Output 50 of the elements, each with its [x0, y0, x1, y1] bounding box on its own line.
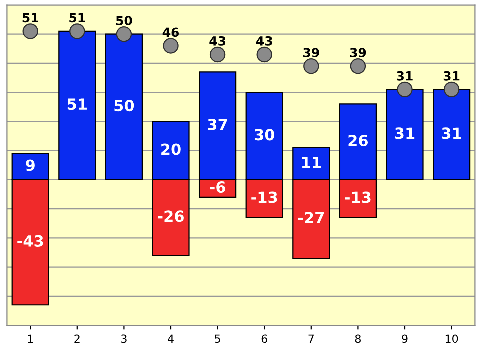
- bar: [386, 89, 424, 180]
- data-label: 11: [302, 156, 321, 168]
- point: [256, 46, 272, 63]
- point: [397, 82, 413, 98]
- point: [70, 24, 86, 40]
- data-label: 46: [162, 28, 180, 38]
- data-label: 43: [210, 36, 226, 46]
- data-label: 31: [444, 71, 460, 81]
- data-label: 26: [348, 134, 368, 147]
- data-label: 31: [395, 128, 415, 140]
- x-tick-label: 4: [168, 334, 174, 343]
- data-label: 51: [22, 13, 38, 23]
- data-label: 37: [208, 118, 228, 131]
- point: [22, 24, 38, 40]
- data-label: 43: [256, 36, 272, 46]
- x-tick-label: 9: [402, 334, 408, 344]
- data-label: -43: [18, 235, 44, 247]
- bar: [58, 30, 96, 180]
- data-label: 30: [254, 129, 274, 141]
- point: [444, 82, 460, 98]
- data-label: -13: [345, 192, 371, 204]
- data-label: 20: [162, 144, 181, 156]
- x-tick-label: 7: [308, 334, 314, 343]
- data-label: 9: [26, 160, 35, 172]
- data-label: 51: [70, 13, 86, 23]
- x-tick-label: 2: [74, 334, 80, 343]
- point: [350, 58, 366, 74]
- data-label: 31: [397, 71, 413, 81]
- point: [304, 58, 320, 74]
- data-label: -27: [298, 212, 324, 224]
- point: [163, 38, 179, 54]
- point: [116, 26, 132, 42]
- data-label: 31: [442, 128, 462, 140]
- x-tick-label: 6: [262, 334, 268, 344]
- data-label: 50: [114, 100, 134, 112]
- x-tick-label: 8: [355, 334, 361, 344]
- x-tick-label: 3: [122, 334, 127, 344]
- data-label: 50: [116, 16, 132, 26]
- data-label: -6: [210, 182, 226, 194]
- point: [210, 46, 226, 63]
- data-label: -13: [252, 192, 278, 204]
- bar: [105, 34, 144, 180]
- data-label: 39: [350, 48, 366, 58]
- x-tick-label: 5: [215, 334, 220, 344]
- x-tick-label: 1: [28, 334, 34, 343]
- data-label: -26: [158, 210, 184, 222]
- x-tick-label: 10: [446, 334, 458, 344]
- bar: [432, 89, 471, 180]
- data-label: 51: [68, 98, 87, 110]
- data-label: 39: [304, 48, 320, 58]
